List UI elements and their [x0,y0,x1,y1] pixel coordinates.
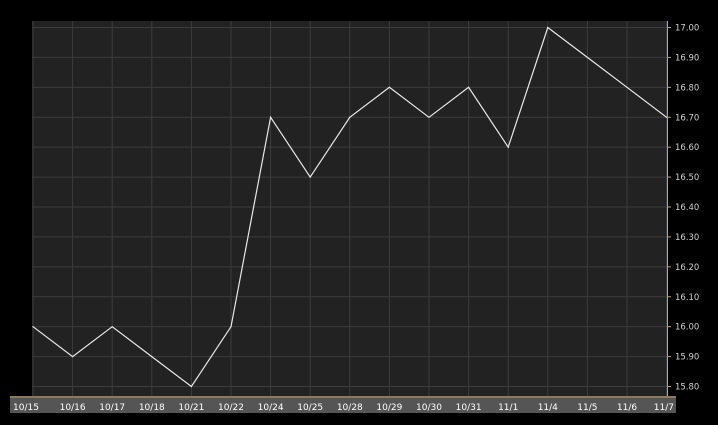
data-point [626,86,628,88]
x-tick-label: 11/6 [617,403,637,413]
data-point [547,26,549,29]
y-tick-label: 16.30 [675,233,699,243]
x-tick-label: 10/29 [376,403,402,413]
y-tick-label: 16.70 [675,113,699,123]
x-tick-label: 10/15 [13,403,39,413]
data-point [309,176,311,178]
x-tick-label: 11/1 [498,403,518,413]
data-point [72,355,74,358]
data-point [666,116,668,118]
data-point [32,326,34,328]
data-point [388,86,390,88]
data-point [111,326,113,328]
y-tick-label: 16.00 [675,323,699,333]
x-tick-label: 10/22 [218,403,244,413]
data-point [270,116,272,118]
data-point [151,355,153,358]
y-tick-label: 16.90 [675,53,699,63]
y-tick-labels: 15.80 15.90 16.00 16.10 16.20 16.30 16.40 16.50… [667,24,699,393]
data-point [349,116,351,118]
x-tick-label: 10/28 [337,403,363,413]
y-tick-label: 16.20 [675,263,699,273]
x-tick-label: 10/21 [178,403,204,413]
y-tick-label: 16.50 [675,173,699,183]
x-axis-bar [10,396,676,413]
y-tick-label: 16.10 [675,293,699,303]
x-tick-labels: 10/15 10/16 10/17 10/18 10/21 10/22 10/24 10/25… [13,403,674,413]
series-layer [32,26,668,388]
y-tick-label: 15.80 [675,383,699,393]
x-tick-label: 11/5 [577,403,597,413]
x-tick-label: 10/17 [99,403,125,413]
x-tick-label: 10/30 [416,403,442,413]
x-tick-label: 11/7 [654,403,674,413]
x-tick-label: 10/24 [258,403,284,413]
x-tick-label: 10/18 [139,403,165,413]
data-point [428,116,430,118]
data-point [190,385,192,388]
x-tick-label: 10/16 [60,403,86,413]
data-point [507,146,509,148]
x-tick-label: 10/25 [297,403,323,413]
y-tick-label: 16.60 [675,143,699,153]
y-tick-label: 16.40 [675,203,699,213]
data-point [230,326,232,328]
x-tick-label: 11/4 [538,403,558,413]
y-tick-label: 17.00 [675,24,699,34]
x-tick-label: 10/31 [456,403,482,413]
data-point [586,56,589,59]
y-tick-label: 16.80 [675,83,699,93]
y-tick-label: 15.90 [675,353,699,363]
data-point [468,86,470,88]
